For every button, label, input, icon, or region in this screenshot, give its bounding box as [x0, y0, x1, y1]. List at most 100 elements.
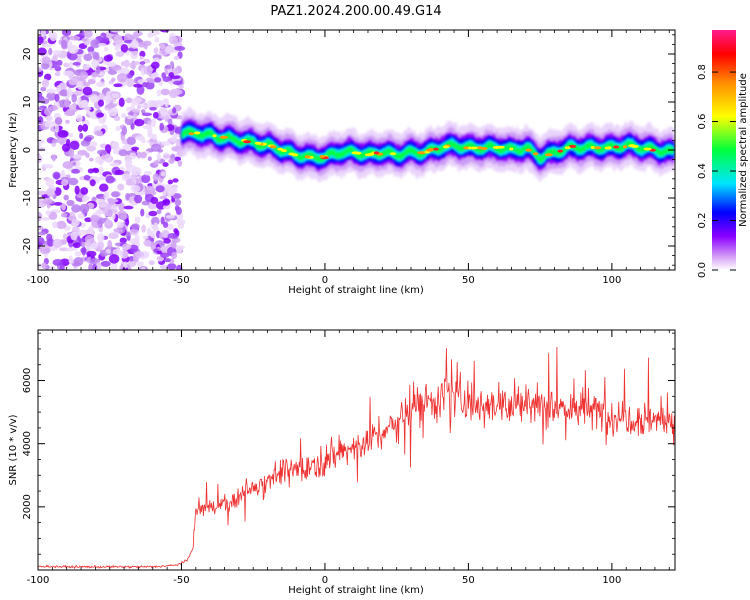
snr-series-line [38, 346, 675, 570]
noise-speckle [106, 61, 117, 68]
noise-speckle [125, 192, 130, 201]
noise-speckle [82, 64, 90, 71]
noise-speckle [38, 66, 43, 73]
noise-speckle [38, 263, 42, 269]
noise-speckle [174, 46, 186, 51]
noise-speckle [130, 122, 135, 130]
noise-speckle [129, 152, 137, 160]
noise-speckle [63, 70, 74, 77]
ridge-peak [269, 145, 277, 149]
noise-speckle [120, 113, 127, 119]
noise-speckle [71, 218, 80, 227]
y-tick-label: 20 [22, 48, 33, 61]
noise-speckle [60, 212, 68, 218]
noise-speckle [152, 133, 157, 141]
noise-speckle [77, 124, 83, 132]
noise-speckle [141, 137, 146, 144]
noise-speckle [41, 262, 47, 270]
colorbar-gradient [712, 30, 736, 270]
noise-speckle [147, 32, 154, 38]
noise-speckle [72, 242, 81, 249]
noise-speckle [64, 247, 75, 252]
noise-speckle [165, 64, 172, 70]
noise-speckle [160, 141, 171, 146]
noise-speckle [116, 73, 128, 83]
noise-speckle [136, 85, 145, 95]
noise-speckle [141, 112, 152, 117]
noise-speckle [66, 199, 75, 206]
x-tick-label: -50 [173, 275, 189, 286]
noise-speckle [46, 91, 57, 101]
noise-speckle [140, 267, 146, 270]
noise-speckle [119, 213, 127, 220]
ridge-peak [594, 146, 602, 150]
noise-speckle [134, 194, 143, 204]
noise-speckle [107, 209, 113, 218]
noise-speckle [51, 50, 63, 55]
noise-speckle [159, 122, 164, 131]
noise-speckle [162, 205, 171, 210]
y-tick-label: -20 [22, 238, 33, 254]
noise-speckle [131, 146, 140, 151]
noise-speckle [69, 35, 81, 41]
noise-speckle [115, 125, 121, 132]
ridge-peak [509, 147, 514, 151]
noise-speckle [117, 183, 125, 191]
noise-speckle [44, 73, 52, 81]
noise-speckle [121, 243, 132, 250]
noise-speckle [118, 202, 125, 212]
noise-speckle [123, 205, 134, 210]
noise-speckle [59, 89, 69, 97]
ridge-peak [628, 144, 636, 148]
ridge-peak [442, 145, 450, 149]
noise-speckle [90, 141, 98, 147]
noise-speckle [176, 264, 183, 270]
noise-speckle [90, 214, 100, 223]
noise-speckle [103, 190, 110, 201]
noise-speckle [77, 96, 82, 106]
noise-speckle [142, 125, 153, 130]
noise-speckle [71, 204, 81, 213]
noise-speckle [61, 40, 68, 49]
noise-speckle [41, 216, 50, 221]
ridge-peak [544, 153, 553, 157]
noise-speckle [54, 117, 63, 125]
noise-speckle [142, 82, 148, 88]
ridge-peak [254, 141, 262, 145]
noise-speckle [160, 171, 166, 177]
noise-speckle [125, 181, 136, 186]
noise-speckle [68, 148, 75, 158]
noise-speckle [110, 30, 122, 33]
noise-speckle [141, 174, 151, 184]
noise-speckle [169, 136, 178, 143]
noise-speckle [125, 158, 133, 167]
noise-speckle [40, 30, 46, 38]
noise-speckle [70, 231, 78, 241]
noise-speckle [147, 132, 154, 138]
bottom-x-axis-label: Height of straight line (km) [288, 585, 424, 596]
noise-speckle [121, 125, 128, 136]
colorbar-label: Normalized spectral amplitude [738, 73, 749, 227]
noise-speckle [110, 263, 118, 270]
noise-speckle [107, 239, 113, 250]
noise-speckle [142, 235, 149, 240]
noise-speckle [151, 61, 160, 69]
noise-speckle [67, 40, 73, 51]
colorbar-tick-label: 0.2 [697, 213, 708, 229]
noise-speckle [134, 251, 145, 258]
colorbar-ticks: 0.0 0.2 0.4 0.6 0.8 [697, 64, 736, 278]
noise-speckle [61, 202, 66, 211]
noise-speckle [129, 228, 139, 236]
noise-speckle [38, 36, 44, 45]
bottom-plot-frame [37, 329, 676, 571]
noise-speckle [172, 178, 179, 183]
noise-speckle [111, 141, 120, 148]
noise-speckle [151, 216, 160, 226]
noise-speckle [177, 221, 185, 229]
noise-speckle [103, 55, 113, 62]
noise-speckle [155, 185, 165, 193]
noise-speckle [160, 88, 170, 96]
noise-speckle [161, 72, 167, 79]
ridge-peak [590, 146, 595, 150]
